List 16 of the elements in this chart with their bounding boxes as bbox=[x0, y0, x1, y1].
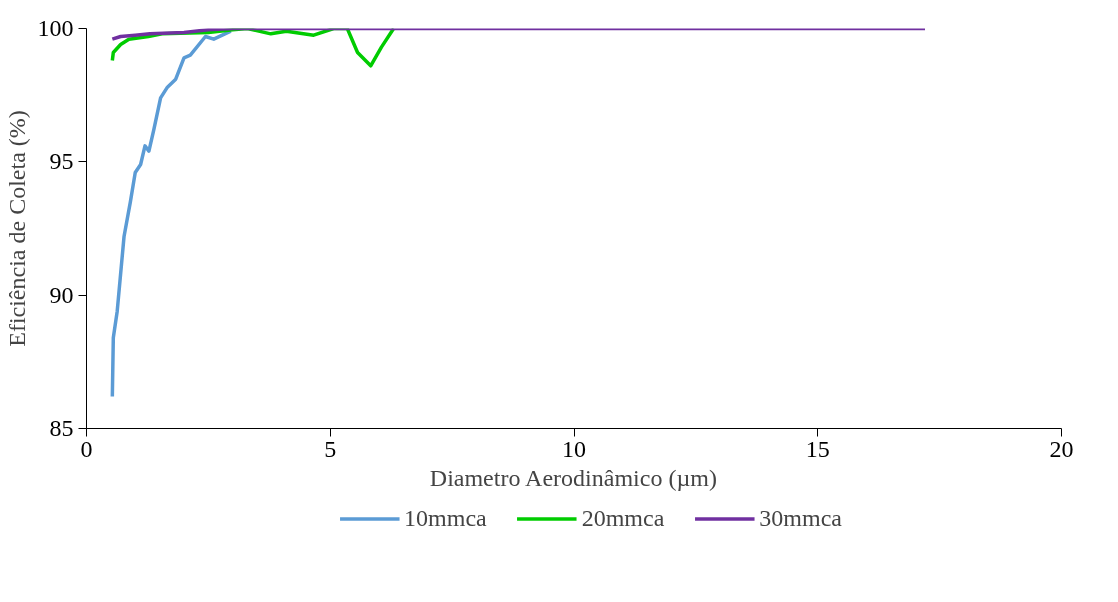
legend-label: 30mmca bbox=[759, 504, 842, 532]
x-tick-label: 20 bbox=[1049, 435, 1074, 462]
line-series bbox=[110, 28, 927, 41]
y-tick-label: 95 bbox=[49, 148, 74, 175]
y-tick-label: 100 bbox=[37, 15, 74, 41]
legend-label: 10mmca bbox=[404, 504, 487, 532]
legend-label: 20mmca bbox=[581, 504, 665, 532]
y-tick-label: 85 bbox=[49, 415, 74, 441]
y-tick-label: 90 bbox=[49, 281, 74, 308]
x-tick-label: 10 bbox=[562, 435, 586, 462]
x-tick-label: 15 bbox=[805, 435, 830, 462]
x-axis-title: Diametro Aerodinâmico (µm) bbox=[429, 464, 717, 491]
line-series bbox=[110, 29, 233, 399]
y-axis-title: Eficiência de Coleta (%) bbox=[3, 110, 30, 347]
x-tick-label: 5 bbox=[324, 435, 337, 462]
x-tick-label: 0 bbox=[80, 435, 93, 462]
